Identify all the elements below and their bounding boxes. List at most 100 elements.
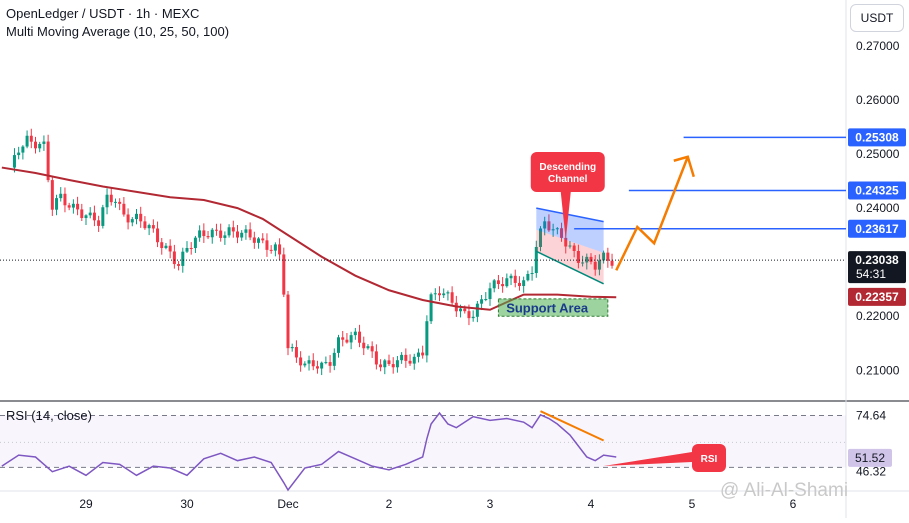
candle-body [189, 248, 193, 250]
candle-body [17, 152, 21, 156]
candle-body [492, 280, 496, 289]
candle-body [261, 238, 265, 241]
rsi-callout-pointer [603, 452, 692, 466]
candle-body [366, 346, 370, 349]
candle-body [564, 237, 568, 247]
candle-body [337, 337, 340, 353]
time-tick-label: Dec [277, 497, 298, 511]
candle-body [135, 213, 138, 220]
candle-body [181, 251, 185, 266]
candle-body [568, 245, 572, 247]
candle-body [362, 342, 366, 349]
candle-body [282, 254, 286, 295]
current-price-label: 0.23038 [855, 253, 899, 267]
currency-selector[interactable]: USDT [850, 4, 904, 32]
candle-body [379, 364, 383, 368]
rsi-value-label: 51.52 [855, 451, 885, 465]
rsi-level-label: 74.64 [856, 408, 886, 422]
candle-body [555, 228, 559, 230]
candle-body [294, 347, 298, 358]
candle-body [412, 356, 416, 364]
candle-body [168, 245, 172, 252]
candle-body [501, 284, 505, 287]
candle-body [374, 351, 378, 365]
candle-body [63, 193, 67, 206]
candle-body [387, 360, 391, 365]
candle-body [219, 230, 223, 238]
candle-body [303, 363, 307, 366]
candle-body [572, 245, 576, 251]
candle-body [320, 362, 324, 369]
price-tick-label: 0.26000 [856, 93, 900, 107]
candle-body [130, 219, 134, 223]
candle-body [496, 280, 500, 285]
candle-body [97, 220, 101, 226]
resistance-price-label: 0.25308 [855, 130, 899, 144]
candle-body [391, 364, 395, 368]
projection-path [615, 156, 689, 271]
candle-body [214, 229, 218, 231]
candle-body [113, 201, 117, 203]
candle-body [240, 232, 244, 238]
candle-body [172, 251, 176, 265]
moving-average-line [1, 166, 617, 311]
time-tick-label: 6 [790, 497, 797, 511]
candles-group [12, 128, 614, 376]
channel-upper-fill [536, 208, 604, 253]
current-price-tag [848, 251, 906, 284]
rsi-divergence-line [540, 410, 605, 442]
candle-body [92, 212, 96, 221]
candle-body [400, 354, 404, 361]
candle-body [198, 230, 202, 238]
candle-body [328, 362, 332, 366]
ma-price-label: 0.22357 [855, 290, 899, 304]
candle-body [416, 352, 420, 357]
rsi-value-tag [848, 448, 892, 467]
candle-body [324, 362, 328, 364]
resistance-price-tag [848, 128, 906, 147]
candle-body [459, 308, 463, 312]
candle-body [46, 141, 50, 181]
candle-body [450, 292, 454, 303]
candle-body [543, 221, 547, 229]
candle-body [404, 354, 408, 361]
candle-body [589, 256, 593, 262]
ma-price-tag [848, 287, 906, 306]
time-tick-label: 5 [689, 497, 696, 511]
candle-body [606, 252, 610, 261]
candle-body [383, 360, 387, 368]
candle-body [257, 238, 261, 243]
candle-body [269, 249, 273, 251]
candle-body [185, 248, 189, 252]
candle-body [488, 288, 492, 300]
candle-body [467, 311, 471, 319]
candle-body [530, 273, 534, 275]
candle-body [252, 237, 256, 243]
rsi-callout-box [692, 444, 726, 472]
candle-body [160, 242, 164, 249]
candle-body [50, 180, 54, 210]
candle-body [517, 282, 521, 287]
candle-body [227, 227, 231, 236]
candle-body [576, 250, 580, 263]
candle-body [126, 214, 130, 223]
bar-countdown-label: 54:31 [856, 267, 886, 281]
candle-body [421, 352, 425, 356]
candle-body [442, 293, 446, 296]
candle-body [425, 321, 429, 356]
support-area-box [497, 298, 609, 317]
candle-body [408, 360, 412, 364]
candle-body [38, 143, 42, 149]
candle-body [505, 278, 509, 287]
candle-body [286, 294, 290, 349]
candle-body [223, 235, 227, 238]
candle-body [509, 275, 513, 279]
candle-body [177, 264, 181, 266]
resistance-price-label: 0.23617 [855, 222, 899, 236]
price-tick-label: 0.24000 [856, 201, 900, 215]
price-tick-label: 0.25000 [856, 147, 900, 161]
candle-body [67, 205, 71, 208]
candle-body [164, 245, 168, 249]
